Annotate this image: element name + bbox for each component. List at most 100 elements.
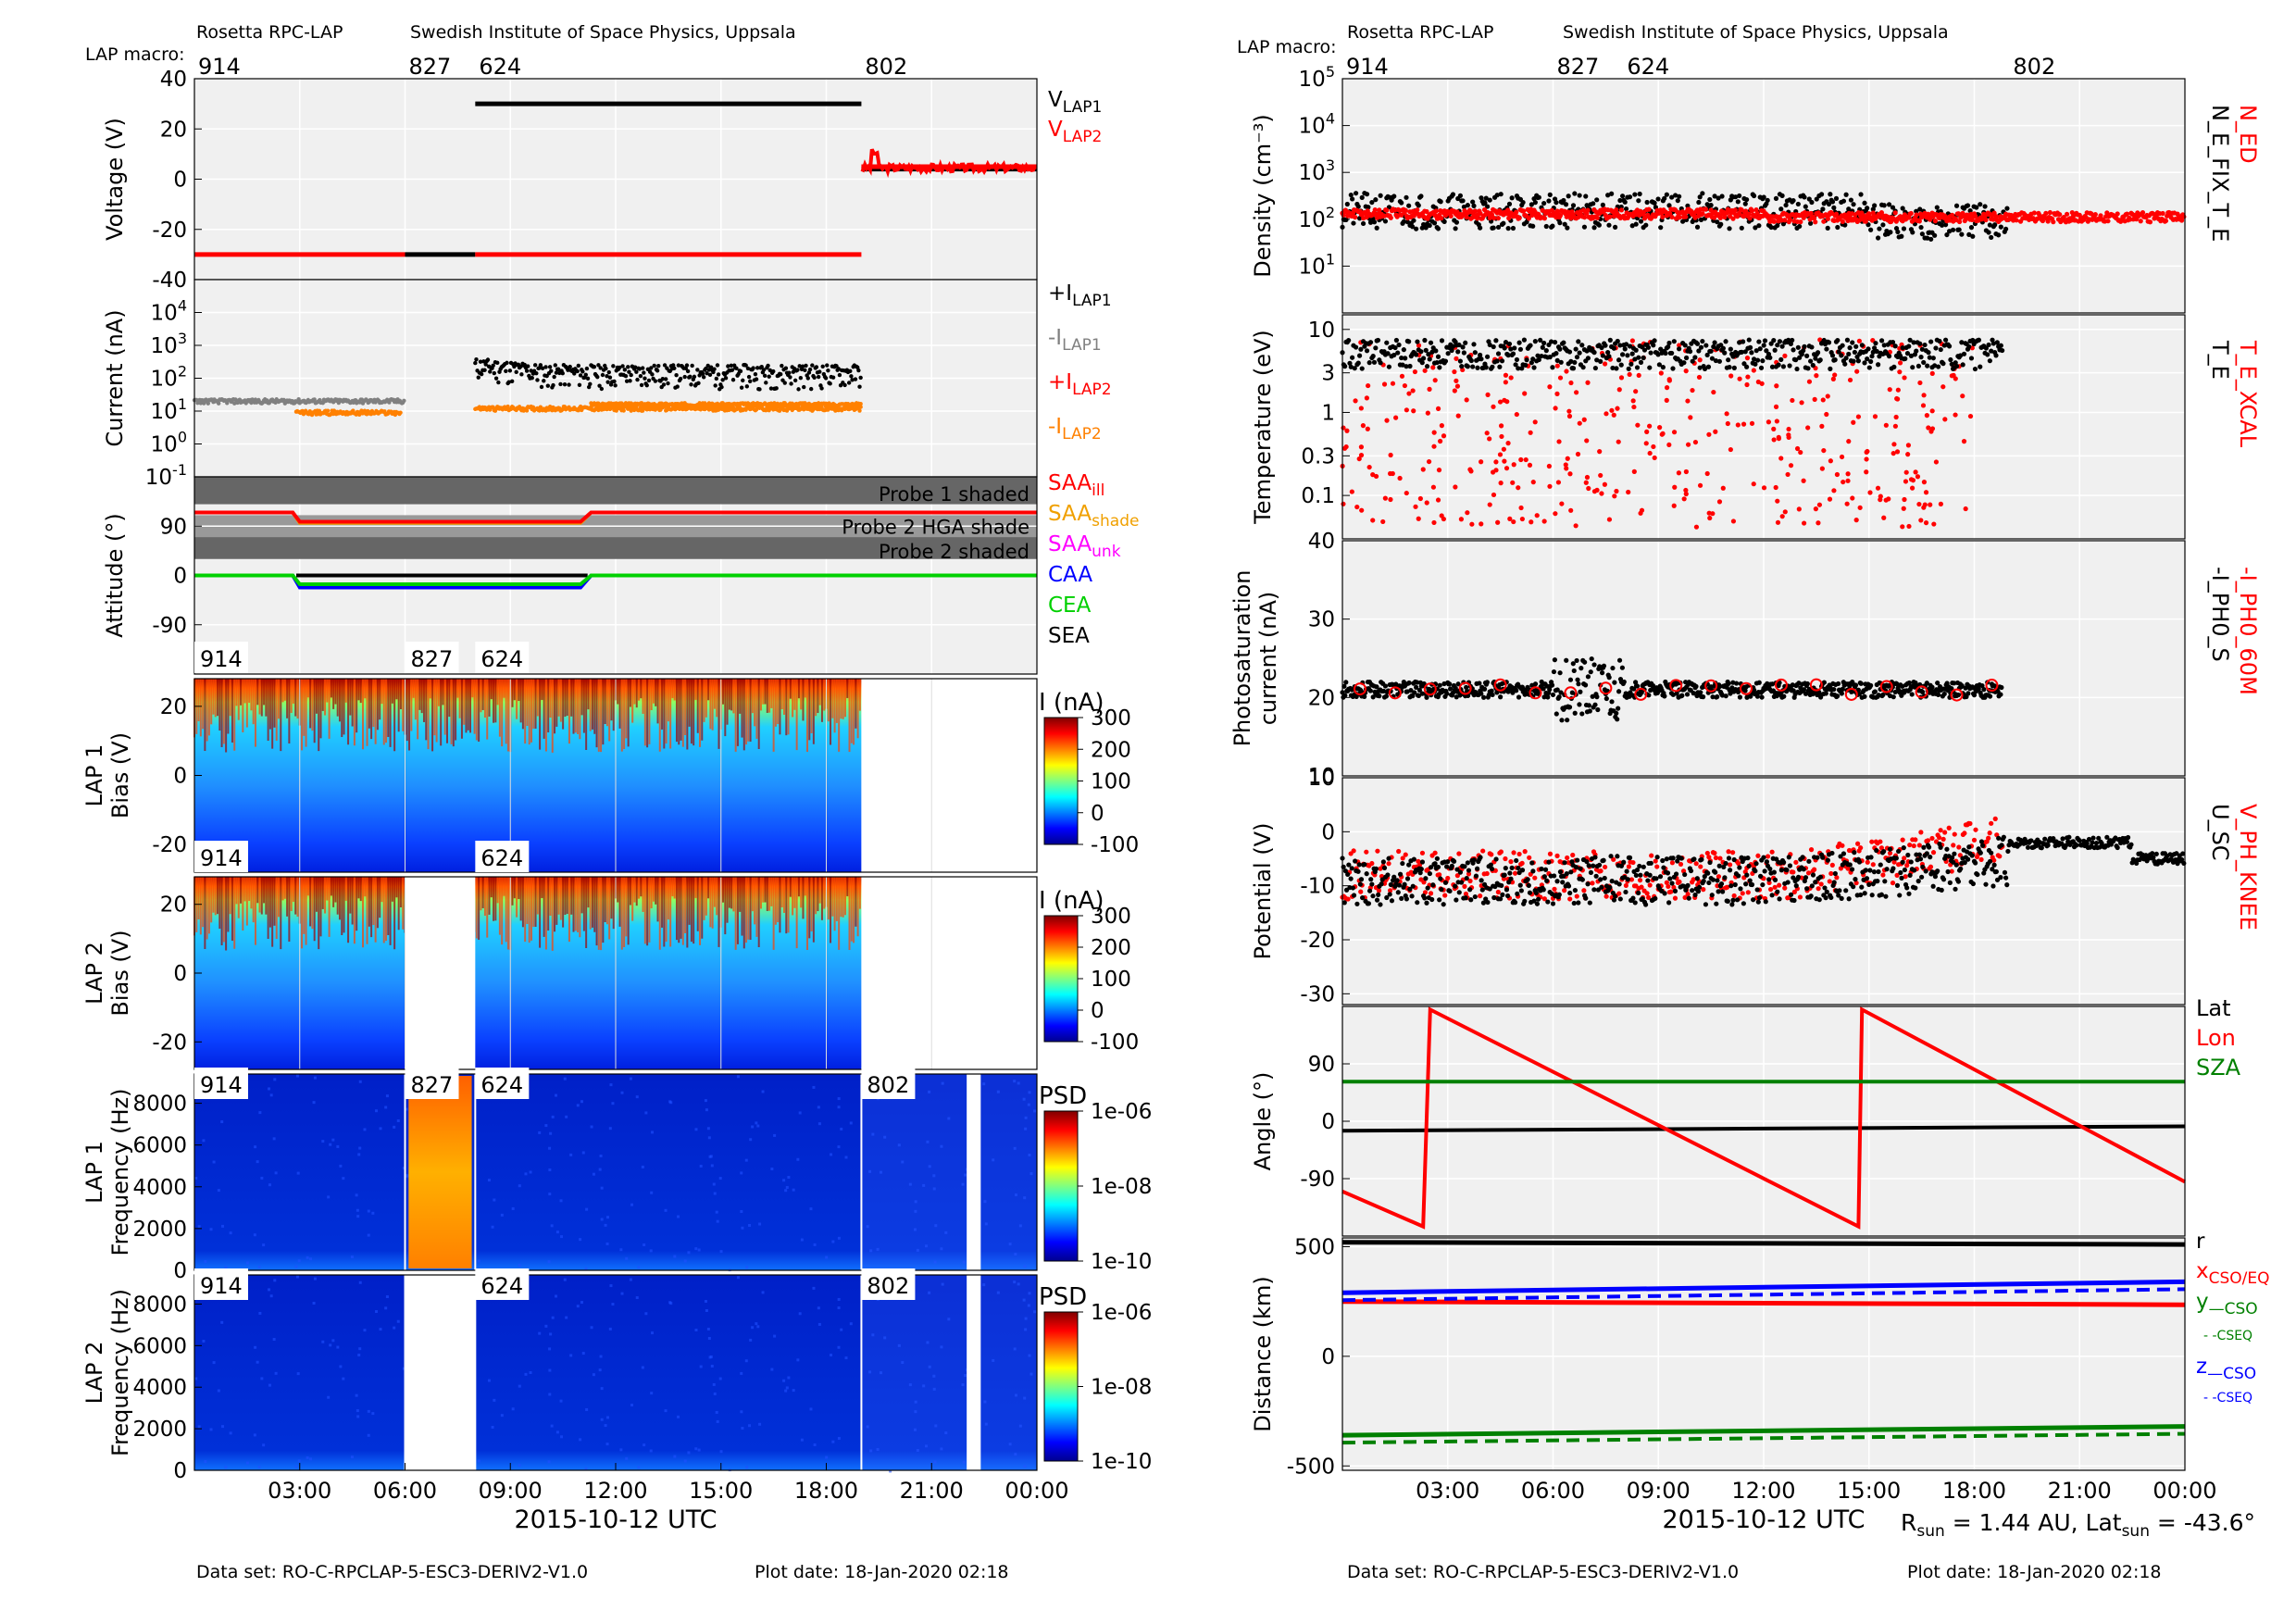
current-ytick-label: 102: [151, 363, 187, 392]
density-point: [1965, 203, 1971, 208]
lap1_freq-speckle: [782, 1179, 786, 1182]
temperature-point: [1774, 383, 1779, 389]
temperature-point: [1598, 472, 1603, 479]
temperature-point: [1378, 360, 1383, 366]
temperature-ytick-label: 0.3: [1301, 444, 1335, 468]
lap1_freq-speckle: [529, 1170, 532, 1174]
temperature-point: [1422, 368, 1428, 373]
temperature-point: [1652, 338, 1657, 344]
lap1_freq-speckle: [932, 1187, 936, 1191]
temperature-point: [1359, 507, 1365, 513]
temperature-point: [1806, 379, 1813, 384]
lap1_bias-colorbar-tick: 0: [1091, 802, 1104, 826]
temperature-point: [1694, 341, 1701, 346]
temperature-point: [1801, 348, 1806, 354]
left-xtick-label: 12:00: [583, 1478, 647, 1504]
current-point: [611, 364, 616, 369]
left-macro-624: 624: [479, 54, 521, 80]
lap1_freq-speckle: [744, 1158, 748, 1162]
lap2_freq-speckle: [837, 1345, 841, 1349]
temperature-point: [1741, 421, 1747, 427]
density-point: [1353, 191, 1359, 196]
lap1_freq-speckle: [1014, 1193, 1017, 1197]
temperature-point: [1903, 479, 1909, 484]
temperature-point: [1493, 338, 1499, 344]
density-point: [1532, 200, 1538, 206]
temperature-point: [1773, 484, 1778, 491]
temperature-point: [1683, 487, 1689, 493]
temperature-point: [1425, 410, 1430, 416]
current-ytick-label: 10-1: [145, 461, 187, 490]
current-point: [819, 386, 824, 391]
temperature-point: [1746, 337, 1752, 343]
temperature-point: [1727, 364, 1732, 370]
current-point: [621, 408, 626, 413]
lap2_freq-speckle: [585, 1407, 589, 1411]
temperature-point: [1626, 489, 1631, 495]
current-point: [325, 408, 331, 413]
current-point: [478, 359, 483, 364]
current-series-plus-i_lap1: [473, 356, 863, 392]
current-point: [505, 404, 510, 409]
current-point: [629, 372, 633, 378]
lap1_freq-speckle: [273, 1078, 277, 1081]
temperature-point: [1923, 520, 1929, 526]
lap1_freq-speckle: [579, 1238, 582, 1242]
density-point: [1464, 215, 1469, 220]
temperature-point: [1648, 350, 1653, 356]
temperature-point: [1561, 340, 1566, 345]
current-ytick-base: 10: [151, 334, 178, 358]
lap1_freq-speckle: [217, 1189, 220, 1193]
current-point: [592, 364, 597, 369]
temperature-point: [1547, 483, 1553, 489]
temperature-point: [1636, 355, 1641, 360]
voltage-legend-lap1: VLAP1: [1048, 88, 1102, 117]
temperature-point: [1454, 383, 1461, 389]
lap1_freq-speckle: [630, 1203, 634, 1206]
current-point: [633, 365, 638, 369]
density-point: [1572, 191, 1578, 196]
temperature-point: [1775, 519, 1781, 525]
temperature-point: [1528, 343, 1533, 348]
current-point: [552, 374, 556, 380]
lap1_bias-colorbar-tick: 300: [1091, 706, 1131, 731]
temperature-point: [1777, 339, 1783, 344]
lap2_freq-speckle: [796, 1358, 800, 1362]
temperature-point: [1452, 388, 1457, 394]
current-point: [842, 382, 847, 388]
temperature-point: [1722, 350, 1728, 356]
lap1_freq-speckle: [584, 1267, 588, 1270]
temperature-point: [1432, 378, 1438, 383]
lap2_freq-speckle: [220, 1320, 224, 1324]
current-point: [836, 367, 841, 371]
lap1_freq-speckle: [712, 1182, 716, 1186]
lap1_freq-speckle: [493, 1198, 496, 1202]
current-point: [649, 366, 654, 370]
current-point: [491, 363, 495, 369]
current-point: [797, 364, 802, 369]
lap2_freq-speckle: [551, 1316, 555, 1319]
temperature-point: [1452, 369, 1457, 375]
lap1_freq-speckle: [559, 1199, 563, 1203]
temperature-point: [1469, 521, 1475, 527]
temperature-point: [1773, 404, 1779, 409]
lap2_freq-speckle: [664, 1409, 668, 1413]
lap1_freq-macro-827: 827: [411, 1072, 454, 1098]
lap2_freq-speckle: [584, 1467, 588, 1470]
current-ylabel: Current (nA): [102, 309, 128, 446]
temperature-point: [1812, 396, 1817, 402]
temperature-point: [1895, 387, 1901, 393]
density-ytick-exp: 3: [1326, 156, 1335, 174]
temperature-point: [1820, 397, 1826, 403]
temperature-point: [1491, 404, 1496, 409]
lap2_bias-ytick-label: 0: [173, 962, 187, 986]
current-legend-3-sub: LAP2: [1062, 425, 1102, 443]
temperature-point: [1864, 456, 1869, 462]
temperature-point: [1629, 351, 1635, 356]
temperature-point: [1612, 493, 1617, 499]
lap1_freq-speckle: [374, 1109, 378, 1113]
temperature-point: [1815, 350, 1821, 356]
density-ytick-label: 101: [1299, 250, 1335, 279]
current-point: [634, 369, 639, 374]
temperature-point: [1794, 366, 1800, 372]
